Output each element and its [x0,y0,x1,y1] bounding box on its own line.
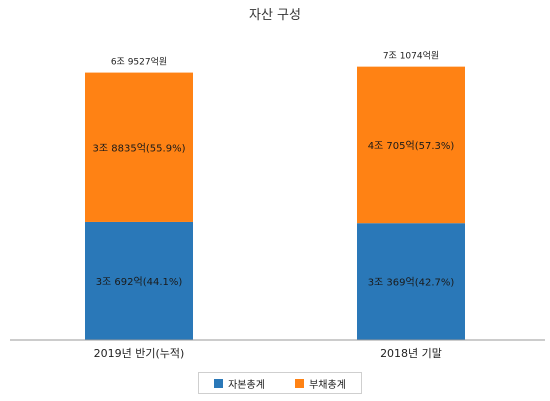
bar-segment-label: 3조 369억(42.7%) [368,277,455,289]
legend-swatch-liabilities [295,378,305,388]
bar-segment-label: 3조 8835억(55.9%) [93,142,186,154]
chart-title: 자산 구성 [249,8,301,23]
bar-segment-label: 4조 705억(57.3%) [368,140,455,152]
bar-segment-equity [357,223,465,340]
chart-legend: 자본총계 부채총계 [198,372,362,394]
bar-segment-equity [85,221,193,340]
bar-total-label: 6조 9527억원 [111,56,167,68]
legend-label-equity: 자본총계 [228,379,265,391]
bar-segment-liabilities [357,66,465,224]
legend-swatch-equity [214,378,224,388]
bar-segment-label: 3조 692억(44.1%) [96,276,183,288]
legend-label-liabilities: 부채총계 [309,379,346,391]
legend-item-equity[interactable]: 자본총계 [214,376,265,391]
x-axis-labels: 2019년 반기(누적) 2018년 기말 [94,347,442,360]
x-tick-label: 2019년 반기(누적) [94,347,185,360]
bar-group: 3조 692억(44.1%) 3조 8835억(55.9%) 6조 9527억원 3조… [85,50,465,340]
x-tick-label: 2018년 기말 [380,347,442,360]
legend-item-liabilities[interactable]: 부채총계 [295,376,346,391]
bar-segment-liabilities [85,72,193,222]
bar-total-label: 7조 1074억원 [383,50,439,62]
